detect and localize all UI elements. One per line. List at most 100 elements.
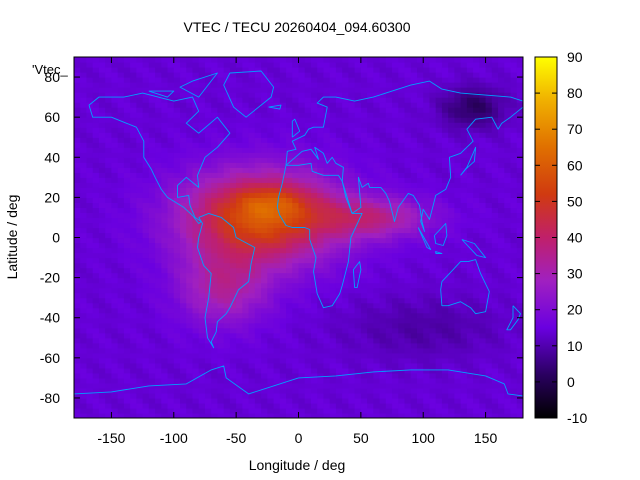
heatmap-cell <box>429 302 437 309</box>
heatmap-cell <box>261 67 268 73</box>
heatmap-cell <box>292 182 300 188</box>
heatmap-cell <box>360 222 368 229</box>
heatmap-cell <box>410 277 418 284</box>
heatmap-cell <box>454 377 462 384</box>
heatmap-cell <box>342 292 349 299</box>
heatmap-cell <box>379 57 387 63</box>
heatmap-cell <box>410 212 418 219</box>
heatmap-cell <box>242 127 250 133</box>
heatmap-cell <box>161 77 169 83</box>
heatmap-cell <box>111 147 119 153</box>
heatmap-cell <box>360 192 368 198</box>
heatmap-cell <box>335 302 343 309</box>
heatmap-cell <box>348 337 356 344</box>
heatmap-cell <box>80 402 88 409</box>
heatmap-cell <box>298 407 306 414</box>
heatmap-cell <box>404 227 412 234</box>
heatmap-cell <box>398 237 406 244</box>
heatmap-cell <box>454 207 462 214</box>
heatmap-cell <box>367 57 374 63</box>
heatmap-cell <box>217 117 225 123</box>
heatmap-cell <box>136 77 144 83</box>
heatmap-cell <box>286 347 293 354</box>
heatmap-cell <box>261 222 268 229</box>
heatmap-cell <box>161 62 169 68</box>
heatmap-cell <box>92 77 100 83</box>
heatmap-cell <box>98 377 106 384</box>
heatmap-cell <box>392 227 399 234</box>
heatmap-cell <box>130 387 137 394</box>
heatmap-cell <box>142 227 150 234</box>
heatmap-cell <box>223 412 231 418</box>
heatmap-cell <box>204 172 212 178</box>
heatmap-cell <box>404 267 412 274</box>
heatmap-cell <box>423 107 431 113</box>
heatmap-cell <box>373 97 381 103</box>
heatmap-cell <box>261 177 268 183</box>
heatmap-cell <box>223 372 231 379</box>
heatmap-cell <box>105 282 113 289</box>
heatmap-cell <box>435 142 443 148</box>
heatmap-cell <box>142 372 150 379</box>
heatmap-cell <box>292 142 300 148</box>
heatmap-cell <box>279 122 287 128</box>
heatmap-cell <box>180 62 187 68</box>
heatmap-cell <box>211 342 219 349</box>
heatmap-cell <box>448 87 456 93</box>
heatmap-cell <box>373 237 381 244</box>
heatmap-cell <box>217 387 225 394</box>
heatmap-cell <box>74 277 81 284</box>
heatmap-cell <box>416 307 424 314</box>
heatmap-cell <box>373 147 381 153</box>
heatmap-cell <box>460 242 468 249</box>
heatmap-cell <box>292 247 300 254</box>
heatmap-cell <box>279 342 287 349</box>
heatmap-cell <box>204 62 212 68</box>
heatmap-cell <box>348 127 356 133</box>
heatmap-cell <box>360 412 368 418</box>
heatmap-cell <box>267 247 275 254</box>
heatmap-cell <box>448 332 456 339</box>
heatmap-cell <box>473 367 480 374</box>
heatmap-cell <box>329 197 337 203</box>
heatmap-cell <box>192 352 200 359</box>
heatmap-cell <box>229 252 237 259</box>
heatmap-cell <box>460 172 468 178</box>
heatmap-cell <box>404 97 412 103</box>
heatmap-cell <box>267 357 275 364</box>
heatmap-cell <box>416 237 424 244</box>
heatmap-cell <box>404 77 412 83</box>
heatmap-cell <box>491 302 499 309</box>
heatmap-cell <box>155 82 162 88</box>
heatmap-cell <box>348 227 356 234</box>
heatmap-cell <box>80 257 88 264</box>
heatmap-cell <box>273 212 281 219</box>
heatmap-cell <box>204 257 212 264</box>
heatmap-cell <box>273 97 281 103</box>
heatmap-cell <box>92 117 100 123</box>
heatmap-cell <box>273 317 281 324</box>
heatmap-cell <box>335 252 343 259</box>
heatmap-cell <box>410 127 418 133</box>
heatmap-cell <box>292 62 300 68</box>
heatmap-cell <box>236 227 243 234</box>
heatmap-cell <box>74 107 81 113</box>
heatmap-cell <box>92 197 100 203</box>
heatmap-cell <box>404 352 412 359</box>
heatmap-cell <box>304 182 312 188</box>
heatmap-cell <box>423 347 431 354</box>
heatmap-cell <box>229 132 237 138</box>
heatmap-cell <box>479 327 487 334</box>
heatmap-cell <box>398 247 406 254</box>
heatmap-cell <box>423 142 431 148</box>
heatmap-cell <box>80 157 88 163</box>
heatmap-cell <box>416 302 424 309</box>
heatmap-cell <box>410 312 418 319</box>
heatmap-cell <box>204 137 212 143</box>
heatmap-cell <box>323 347 331 354</box>
heatmap-cell <box>348 237 356 244</box>
heatmap-cell <box>298 272 306 279</box>
heatmap-cell <box>479 262 487 269</box>
heatmap-cell <box>367 112 374 118</box>
heatmap-cell <box>217 182 225 188</box>
